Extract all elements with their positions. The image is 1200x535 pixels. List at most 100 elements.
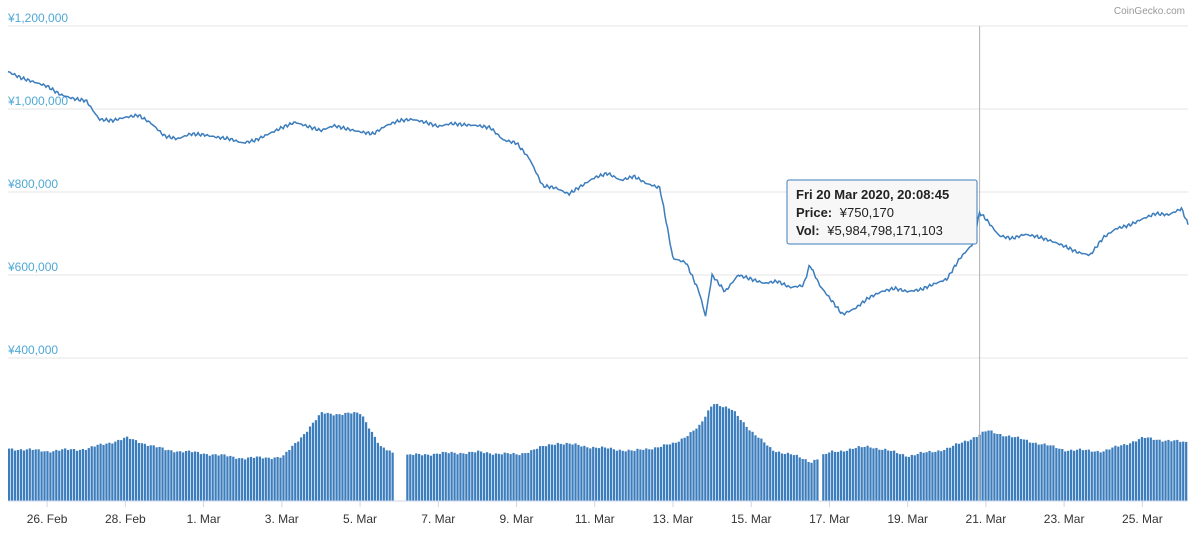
volume-bar xyxy=(878,449,881,501)
volume-bar xyxy=(648,449,651,501)
volume-bar xyxy=(633,450,636,501)
volume-bar xyxy=(960,442,964,501)
volume-bar xyxy=(1117,446,1120,501)
volume-bar xyxy=(185,451,188,501)
volume-bar xyxy=(686,436,689,501)
volume-bar xyxy=(22,450,25,501)
y-tick-label: ¥400,000 xyxy=(7,343,58,357)
volume-bar xyxy=(362,416,365,501)
credit-label[interactable]: CoinGecko.com xyxy=(1114,6,1185,17)
volume-bar xyxy=(114,441,117,501)
volume-bar xyxy=(934,451,937,501)
volume-bar xyxy=(512,453,515,501)
volume-bar xyxy=(515,454,518,501)
volume-bar xyxy=(509,454,512,501)
volume-bar xyxy=(161,447,164,501)
x-tick-label: 15. Mar xyxy=(731,512,772,526)
volume-bar xyxy=(19,449,23,501)
volume-bar xyxy=(718,406,722,501)
volume-bar xyxy=(285,451,288,501)
volume-bar xyxy=(612,449,615,501)
volume-bar xyxy=(305,431,309,501)
volume-bar xyxy=(182,452,185,501)
volume-bar xyxy=(1161,441,1164,501)
volume-bar xyxy=(158,446,161,501)
volume-bar xyxy=(164,450,167,501)
volume-bar xyxy=(406,454,409,501)
volume-bar xyxy=(468,451,471,501)
volume-bar xyxy=(282,455,285,501)
volume-bar xyxy=(1043,443,1046,501)
volume-bar xyxy=(1099,452,1102,501)
volume-bar xyxy=(311,422,315,501)
volume-bar xyxy=(518,455,521,501)
volume-bar xyxy=(677,441,680,501)
volume-bar xyxy=(1070,449,1073,501)
volume-bar xyxy=(220,454,223,501)
volume-bar xyxy=(748,430,751,501)
volume-bar xyxy=(356,412,359,501)
volume-bar xyxy=(78,449,82,501)
volume-bar xyxy=(665,444,669,501)
volume-bar xyxy=(485,452,489,501)
volume-bar xyxy=(193,451,197,501)
volume-bar xyxy=(99,443,102,501)
volume-bar xyxy=(87,448,90,501)
volume-bar xyxy=(217,455,220,501)
volume-bar xyxy=(1034,442,1037,501)
volume-bar xyxy=(1022,439,1026,501)
volume-bar xyxy=(1005,436,1008,501)
volume-bar xyxy=(1143,438,1146,501)
volume-bar xyxy=(595,447,598,501)
volume-bar xyxy=(291,445,294,501)
volume-bar xyxy=(786,452,790,501)
volume-bar xyxy=(1016,436,1020,501)
volume-bar xyxy=(713,404,716,501)
volume-bar xyxy=(338,414,341,501)
volume-bar xyxy=(1046,445,1049,501)
volume-bar xyxy=(875,447,878,501)
volume-bar xyxy=(598,448,601,501)
volume-bar xyxy=(173,452,176,501)
volume-bar xyxy=(704,416,707,501)
volume-bar xyxy=(1090,451,1093,501)
volume-bar xyxy=(49,452,52,501)
volume-bar xyxy=(1067,450,1070,501)
volume-bar xyxy=(500,454,503,501)
volume-bar xyxy=(645,448,648,501)
volume-bar xyxy=(255,456,259,501)
volume-bar xyxy=(845,450,849,501)
volume-bar xyxy=(963,440,967,501)
volume-bar xyxy=(167,449,170,501)
volume-bar xyxy=(444,452,447,501)
volume-bar xyxy=(370,431,374,501)
volume-bars[interactable] xyxy=(8,403,1188,501)
volume-bar xyxy=(568,443,571,501)
price-line[interactable] xyxy=(7,70,1189,317)
volume-bar xyxy=(497,453,500,501)
volume-bar xyxy=(111,443,114,501)
volume-bar xyxy=(972,437,975,501)
volume-bar xyxy=(952,445,955,501)
volume-bar xyxy=(707,410,710,501)
volume-bar xyxy=(828,452,831,501)
volume-bar xyxy=(586,447,589,501)
volume-bar xyxy=(957,443,961,501)
x-tick-label: 26. Feb xyxy=(27,512,68,526)
volume-bar xyxy=(577,444,580,501)
volume-bar xyxy=(128,439,132,501)
volume-bar xyxy=(117,439,120,501)
volume-bar xyxy=(766,445,769,501)
volume-bar xyxy=(1179,441,1182,501)
volume-bar xyxy=(96,444,99,501)
volume-bar xyxy=(1114,445,1117,501)
volume-bar xyxy=(31,450,34,501)
volume-bar xyxy=(533,449,536,501)
volume-bar xyxy=(55,449,58,501)
volume-bar xyxy=(760,438,763,501)
volume-bar xyxy=(409,454,412,501)
volume-bar xyxy=(359,414,362,501)
volume-bar xyxy=(527,452,530,501)
volume-bar xyxy=(367,428,371,501)
